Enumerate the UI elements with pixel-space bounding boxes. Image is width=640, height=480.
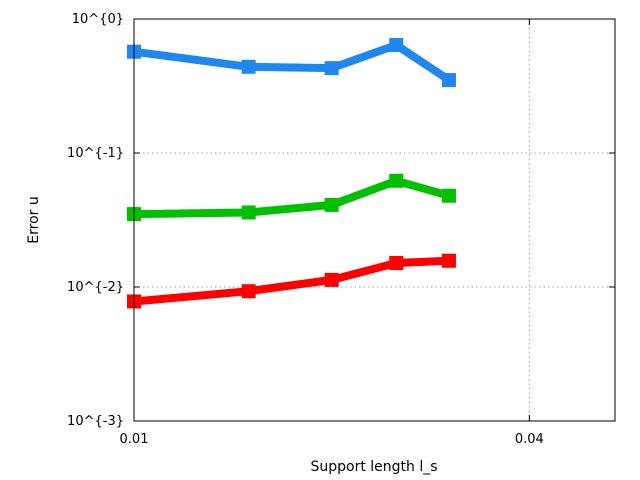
y-tick-label: 10^{-3}	[67, 414, 124, 429]
x-axis-label: Support length l_s	[310, 459, 437, 475]
series-1-point	[241, 59, 256, 74]
y-tick-label: 10^{0}	[72, 12, 124, 27]
series-2-point	[241, 205, 256, 220]
series-3-point	[241, 284, 256, 299]
plot-frame	[133, 18, 616, 422]
series-layer	[127, 37, 456, 309]
series-3-point	[441, 253, 456, 268]
series-3-point	[324, 272, 339, 287]
y-tick-label: 10^{-1}	[67, 146, 124, 161]
x-tick-label: 0.04	[515, 432, 544, 447]
series-1-point	[441, 73, 456, 88]
series-2-point	[324, 197, 339, 212]
series-3-point	[389, 256, 404, 271]
x-tick-label: 0.01	[120, 432, 149, 447]
series-2-point	[441, 188, 456, 203]
series-1-point	[389, 37, 404, 52]
y-axis-label: Error u	[26, 196, 42, 243]
series-1-point	[324, 61, 339, 76]
y-tick-label: 10^{-2}	[67, 280, 124, 295]
ticks: 0.01 0.04 10^{0} 10^{-1} 10^{-2} 10^{-3}	[67, 12, 615, 447]
grid	[134, 19, 615, 421]
series-2-point	[389, 173, 404, 188]
